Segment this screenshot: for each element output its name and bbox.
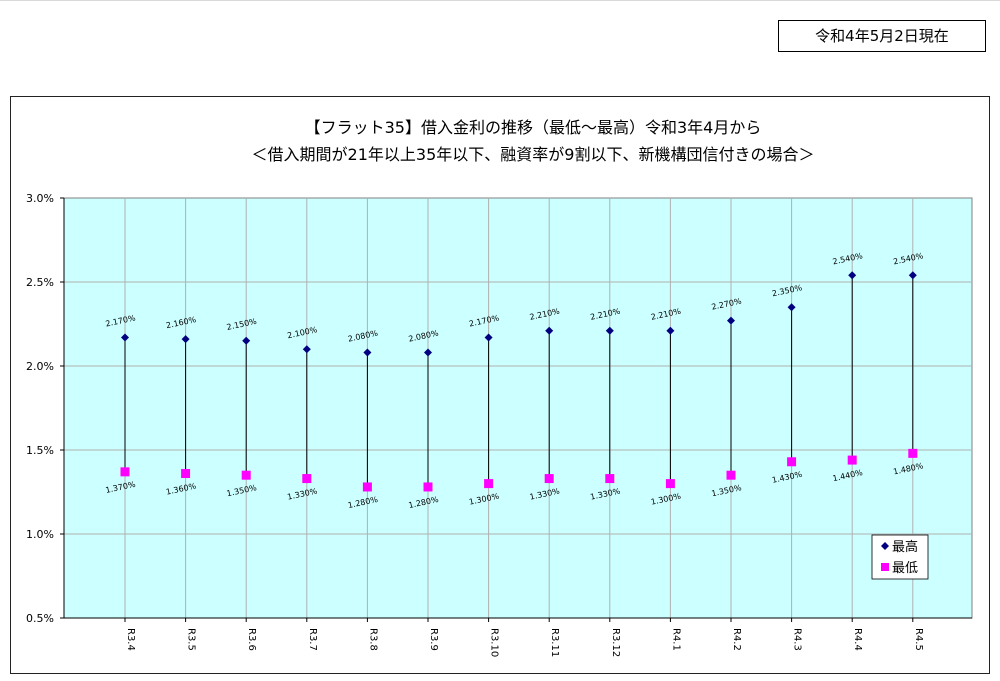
- x-tick-label: R3.7: [307, 628, 318, 651]
- x-tick-label: R3.4: [125, 628, 136, 651]
- x-tick-label: R4.1: [670, 628, 681, 651]
- max-point: [424, 348, 432, 357]
- x-tick-label: R3.8: [367, 628, 378, 651]
- x-tick-label: R3.6: [246, 628, 257, 651]
- x-tick-label: R3.5: [186, 628, 197, 651]
- y-tick-label: 2.0%: [26, 360, 54, 373]
- min-point: [484, 479, 494, 489]
- min-point: [241, 470, 251, 480]
- max-point: [605, 326, 614, 335]
- x-tick-label: R4.4: [852, 628, 863, 651]
- max-point: [484, 333, 493, 342]
- y-tick-label: 3.0%: [26, 192, 54, 205]
- min-point: [120, 467, 130, 477]
- min-point: [726, 470, 736, 480]
- max-point: [666, 326, 675, 335]
- x-tick-label: R4.2: [731, 628, 742, 651]
- legend-box: [871, 534, 929, 580]
- x-axis: R3.4 R3.5 R3.6 R3.7 R3.8 R3.9 R3.10 R3.11 R3.12 R…: [64, 617, 972, 657]
- legend-label-min: 最低: [892, 561, 918, 576]
- data-marks: [120, 271, 918, 492]
- max-point: [908, 271, 917, 280]
- chart-subtitle: ＜借入期間が21年以上35年以下、融資率が9割以下、新機構団信付きの場合＞: [252, 145, 815, 164]
- plot-area: [63, 197, 973, 619]
- as-of-date-box: 令和4年5月2日現在: [778, 20, 986, 52]
- as-of-date: 令和4年5月2日現在: [815, 27, 949, 45]
- y-tick-label: 2.5%: [26, 276, 54, 289]
- x-tick-label: R4.5: [913, 628, 924, 651]
- min-point: [362, 482, 372, 492]
- min-point: [423, 482, 433, 492]
- max-point: [242, 336, 251, 345]
- y-axis: 0.5% 1.0% 1.5% 2.0% 2.5% 3.0%: [26, 192, 65, 625]
- min-point: [787, 457, 797, 467]
- top-divider: [0, 0, 1000, 1]
- max-point: [787, 303, 796, 312]
- max-point: [363, 348, 372, 357]
- x-tick-label: R4.3: [792, 628, 803, 651]
- min-point: [908, 448, 918, 458]
- min-point: [847, 455, 857, 465]
- max-point: [181, 335, 190, 344]
- min-point: [544, 474, 554, 484]
- legend: 最高 最低: [871, 534, 929, 580]
- x-tick-label: R3.9: [428, 628, 439, 651]
- y-tick-label: 1.0%: [26, 528, 54, 541]
- max-point: [727, 316, 735, 325]
- legend-diamond-icon: [881, 542, 889, 550]
- max-point: [121, 333, 129, 342]
- legend-label-max: 最高: [892, 539, 918, 555]
- hi-lo-lines: [124, 275, 914, 487]
- min-point: [605, 474, 615, 484]
- x-tick-label: R3.11: [549, 628, 560, 657]
- max-point: [545, 326, 554, 335]
- min-point: [181, 469, 191, 479]
- max-point: [848, 271, 857, 280]
- legend-square-icon: [881, 563, 889, 571]
- data-labels: 2.170%1.370%2.160%1.360%2.150%1.350%2.10…: [105, 251, 925, 510]
- min-point: [665, 479, 675, 489]
- min-point: [302, 474, 312, 484]
- y-tick-label: 0.5%: [26, 612, 54, 625]
- x-tick-label: R3.10: [489, 628, 500, 657]
- x-tick-label: R3.12: [610, 628, 621, 657]
- y-tick-label: 1.5%: [26, 444, 54, 457]
- chart-title: 【フラット35】借入金利の推移（最低～最高）令和3年4月から: [305, 118, 762, 137]
- max-point: [302, 345, 311, 354]
